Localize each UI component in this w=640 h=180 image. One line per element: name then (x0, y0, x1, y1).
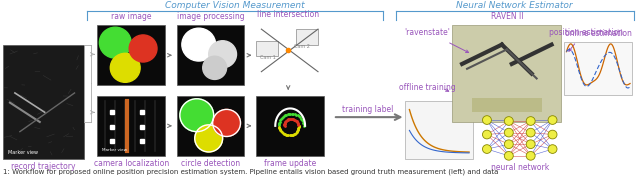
Text: Computer Vision Measurement: Computer Vision Measurement (165, 1, 305, 10)
Text: 1: Workflow for proposed online position precision estimation system. Pipeline e: 1: Workflow for proposed online position… (3, 168, 499, 175)
Circle shape (548, 116, 557, 124)
Text: frame update: frame update (264, 159, 316, 168)
Text: image processing: image processing (177, 12, 244, 21)
Circle shape (526, 117, 535, 125)
Text: RAVEN II: RAVEN II (491, 12, 523, 21)
Circle shape (526, 152, 535, 160)
Text: camera localization: camera localization (93, 159, 169, 168)
Text: position estimation: position estimation (549, 28, 623, 37)
Bar (97, 25, 165, 85)
Circle shape (526, 140, 535, 148)
Text: line intersection: line intersection (257, 10, 319, 19)
Circle shape (483, 116, 492, 124)
Bar (472, 98, 541, 112)
Text: Marker view: Marker view (8, 150, 38, 155)
Circle shape (203, 56, 227, 79)
Circle shape (99, 27, 131, 58)
Text: Cam 2: Cam 2 (294, 44, 310, 48)
Circle shape (504, 128, 513, 137)
Circle shape (129, 35, 157, 62)
Text: neural network: neural network (491, 163, 549, 172)
Circle shape (548, 145, 557, 153)
Text: Neural Network Estimator: Neural Network Estimator (456, 1, 573, 10)
Bar (177, 25, 244, 85)
Circle shape (526, 128, 535, 137)
Text: online estimation: online estimation (565, 29, 632, 38)
Circle shape (110, 53, 140, 82)
Bar (406, 101, 473, 159)
Text: training label: training label (342, 105, 394, 114)
Bar (177, 96, 244, 156)
Bar (452, 25, 561, 122)
Text: circle detection: circle detection (181, 159, 240, 168)
Circle shape (195, 125, 223, 152)
Bar (296, 29, 318, 45)
Bar (97, 96, 165, 156)
Circle shape (209, 41, 237, 68)
Text: record trajectory: record trajectory (12, 162, 76, 171)
Text: offline training: offline training (399, 83, 456, 92)
Text: raw image: raw image (111, 12, 152, 21)
Text: 'ravenstate': 'ravenstate' (404, 28, 451, 37)
Bar (564, 42, 632, 95)
Circle shape (504, 117, 513, 125)
Text: Cam 1: Cam 1 (260, 55, 276, 60)
Circle shape (483, 130, 492, 139)
Circle shape (504, 152, 513, 160)
Bar (257, 41, 278, 56)
Circle shape (548, 130, 557, 139)
Bar (257, 96, 324, 156)
Circle shape (504, 140, 513, 148)
Circle shape (182, 28, 216, 61)
Circle shape (180, 99, 214, 132)
Circle shape (483, 145, 492, 153)
Bar (3, 45, 84, 159)
Text: Marker view: Marker view (102, 148, 127, 152)
Circle shape (212, 109, 241, 136)
